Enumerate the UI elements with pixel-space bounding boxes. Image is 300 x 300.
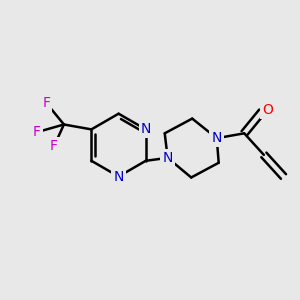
Text: F: F bbox=[32, 125, 40, 139]
Text: F: F bbox=[42, 96, 50, 110]
Text: F: F bbox=[50, 139, 58, 153]
Text: N: N bbox=[212, 131, 222, 145]
Text: N: N bbox=[163, 151, 173, 165]
Text: O: O bbox=[262, 103, 273, 117]
Text: N: N bbox=[113, 169, 124, 184]
Text: N: N bbox=[141, 122, 151, 136]
